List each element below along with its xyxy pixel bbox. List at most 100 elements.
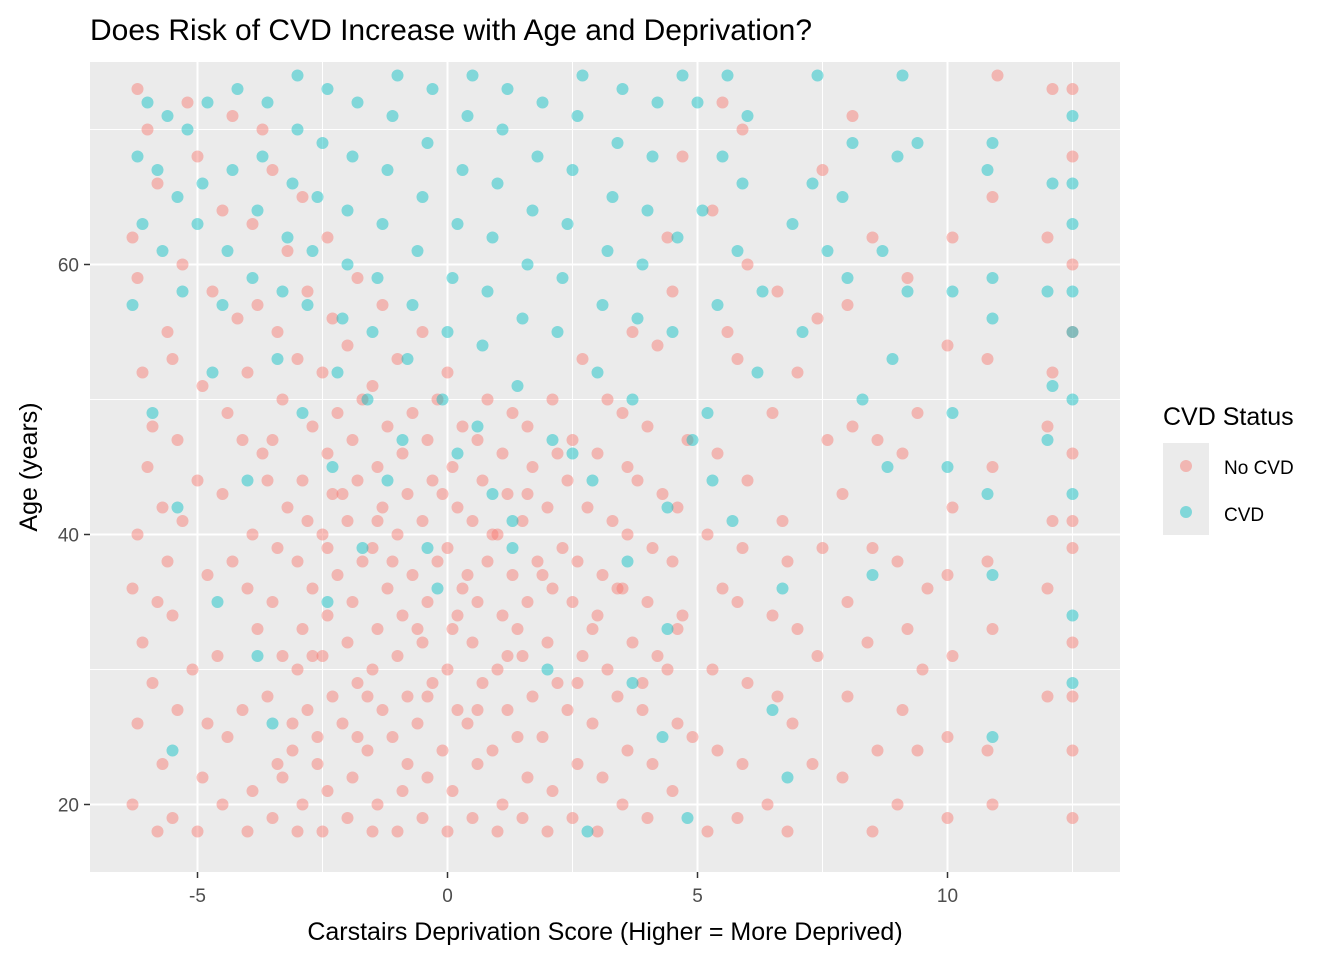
point-no-cvd: [411, 717, 424, 730]
point-cvd: [1066, 110, 1079, 122]
point-cvd: [176, 285, 189, 298]
point-no-cvd: [471, 704, 484, 716]
point-no-cvd: [516, 515, 529, 527]
point-no-cvd: [456, 582, 469, 595]
point-no-cvd: [336, 488, 349, 500]
point-no-cvd: [781, 825, 794, 838]
point-cvd: [566, 164, 579, 176]
point-cvd: [986, 312, 999, 325]
point-cvd: [681, 812, 694, 824]
point-cvd: [776, 582, 789, 595]
point-no-cvd: [891, 555, 904, 568]
legend-label-no-cvd: No CVD: [1224, 458, 1294, 479]
point-no-cvd: [211, 650, 224, 662]
point-no-cvd: [711, 447, 724, 460]
point-no-cvd: [521, 771, 534, 784]
point-no-cvd: [576, 650, 589, 662]
point-no-cvd: [786, 717, 799, 730]
point-cvd: [321, 83, 334, 95]
point-no-cvd: [486, 744, 499, 757]
point-cvd: [676, 69, 689, 82]
point-cvd: [396, 434, 409, 446]
point-cvd: [446, 272, 459, 284]
point-no-cvd: [896, 704, 909, 716]
point-no-cvd: [506, 407, 519, 419]
point-cvd: [641, 204, 654, 217]
point-cvd: [711, 299, 724, 311]
point-no-cvd: [651, 339, 664, 352]
point-no-cvd: [271, 326, 284, 338]
y-axis-title: Age (years): [15, 402, 43, 531]
point-cvd: [946, 285, 959, 298]
point-no-cvd: [236, 434, 249, 446]
point-no-cvd: [681, 434, 694, 446]
point-no-cvd: [546, 582, 559, 595]
point-cvd: [311, 191, 324, 203]
point-no-cvd: [301, 515, 314, 527]
point-no-cvd: [986, 191, 999, 203]
point-no-cvd: [321, 447, 334, 460]
point-no-cvd: [731, 353, 744, 365]
point-no-cvd: [396, 785, 409, 797]
point-no-cvd: [266, 812, 279, 824]
point-no-cvd: [291, 663, 304, 676]
legend-title: CVD Status: [1163, 403, 1294, 431]
point-no-cvd: [321, 609, 334, 622]
point-cvd: [946, 407, 959, 419]
point-no-cvd: [411, 623, 424, 635]
point-no-cvd: [296, 191, 309, 203]
point-no-cvd: [536, 731, 549, 743]
point-no-cvd: [711, 744, 724, 757]
point-cvd: [221, 245, 234, 257]
point-no-cvd: [306, 420, 319, 433]
point-no-cvd: [251, 299, 264, 311]
point-no-cvd: [301, 704, 314, 716]
point-no-cvd: [321, 542, 334, 554]
point-no-cvd: [1066, 690, 1079, 703]
point-cvd: [291, 123, 304, 136]
point-no-cvd: [391, 825, 404, 838]
point-cvd: [171, 501, 184, 514]
point-cvd: [841, 272, 854, 284]
point-no-cvd: [1041, 420, 1054, 433]
point-no-cvd: [146, 420, 159, 433]
point-no-cvd: [576, 353, 589, 365]
point-cvd: [1066, 326, 1079, 338]
legend-key-no-cvd: [1163, 443, 1209, 489]
point-no-cvd: [356, 555, 369, 568]
point-no-cvd: [591, 825, 604, 838]
point-no-cvd: [1066, 636, 1079, 649]
point-no-cvd: [621, 461, 634, 473]
point-cvd: [1066, 218, 1079, 230]
point-cvd: [1066, 488, 1079, 500]
point-cvd: [516, 312, 529, 325]
point-cvd: [331, 366, 344, 379]
point-no-cvd: [446, 461, 459, 473]
point-cvd: [1046, 380, 1059, 392]
point-no-cvd: [326, 312, 339, 325]
point-cvd: [321, 596, 334, 608]
point-no-cvd: [341, 812, 354, 824]
point-no-cvd: [216, 204, 229, 217]
point-no-cvd: [701, 528, 714, 541]
point-no-cvd: [671, 717, 684, 730]
point-no-cvd: [416, 515, 429, 527]
x-tick-label: 5: [692, 886, 703, 907]
point-no-cvd: [846, 110, 859, 122]
point-no-cvd: [731, 812, 744, 824]
x-tick-label: -5: [189, 886, 206, 907]
point-cvd: [716, 150, 729, 163]
grid-minor: [90, 62, 1120, 872]
point-no-cvd: [771, 690, 784, 703]
point-no-cvd: [241, 582, 254, 595]
point-no-cvd: [181, 96, 194, 109]
point-no-cvd: [156, 501, 169, 514]
point-no-cvd: [921, 582, 934, 595]
point-cvd: [786, 218, 799, 230]
point-cvd: [381, 474, 394, 487]
point-cvd: [406, 299, 419, 311]
point-cvd: [126, 299, 139, 311]
point-no-cvd: [671, 501, 684, 514]
point-no-cvd: [261, 690, 274, 703]
point-cvd: [706, 474, 719, 487]
